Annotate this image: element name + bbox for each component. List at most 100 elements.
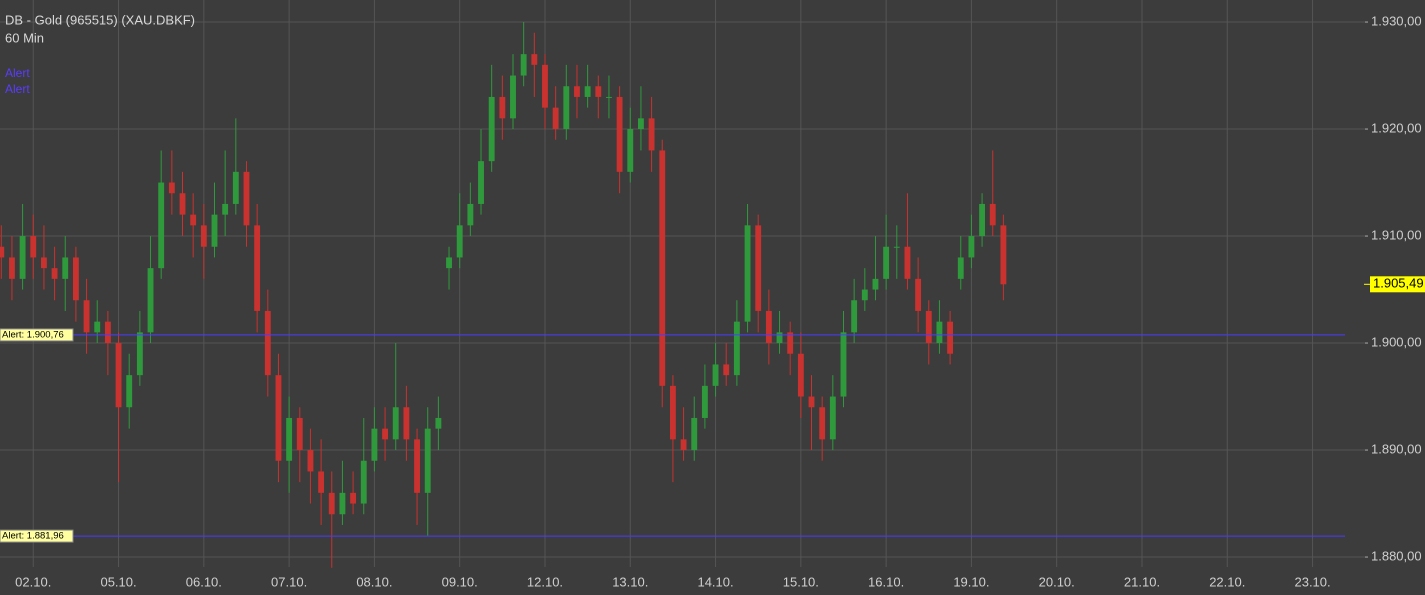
candle-body [83, 300, 90, 333]
candle-body [200, 225, 207, 247]
candle-body [211, 214, 218, 247]
candle-body [232, 171, 239, 204]
x-tick-label: 05.10. [100, 574, 136, 589]
x-tick-label: 16.10. [868, 574, 904, 589]
x-tick-label: 19.10. [953, 574, 989, 589]
candle-body [94, 321, 101, 333]
candle-body [275, 375, 282, 461]
candle-body [72, 257, 79, 301]
x-tick-label: 23.10. [1294, 574, 1330, 589]
candle-body [584, 86, 591, 97]
candle-body [840, 332, 847, 397]
x-tick-label: 14.10. [697, 574, 733, 589]
candle-body [371, 428, 378, 461]
candle-body [168, 182, 175, 194]
candle-body [339, 492, 346, 515]
candle-body [350, 492, 357, 504]
candle-body [435, 417, 442, 429]
candle-body [552, 107, 559, 130]
candle-body [360, 460, 367, 504]
x-tick-label: 12.10. [527, 574, 563, 589]
candle-body [542, 64, 548, 108]
candle-body [563, 86, 570, 130]
candle-body [648, 118, 655, 151]
candle-body [520, 54, 527, 76]
x-tick-label: 21.10. [1124, 574, 1160, 589]
x-tick-label: 20.10. [1039, 574, 1075, 589]
candle-body [989, 203, 996, 226]
candle-body [1000, 225, 1007, 285]
candle-body [286, 417, 293, 461]
alert-label: Alert: 1.900,76 [2, 329, 64, 340]
candle-body [414, 439, 420, 493]
candle-body [787, 332, 794, 354]
candle-body [616, 96, 623, 172]
candle-body [680, 439, 687, 451]
candle-body [947, 321, 954, 354]
x-tick-label: 02.10. [15, 574, 51, 589]
candle-body [51, 268, 58, 279]
candle-body [797, 353, 804, 397]
candle-body [755, 225, 762, 311]
candle-body [883, 246, 890, 279]
candle-body [904, 246, 911, 279]
y-tick-label: 1.910,00 [1371, 227, 1422, 242]
candle-body [595, 86, 602, 97]
candle-body [531, 54, 538, 65]
candle-body [307, 450, 314, 472]
candle-body [819, 407, 826, 440]
y-tick-label: 1.880,00 [1371, 548, 1422, 563]
candle-body [243, 171, 250, 226]
candle-body [957, 257, 964, 279]
candle-body [861, 289, 868, 301]
candle-body [446, 257, 452, 269]
candle-body [765, 310, 772, 344]
candle-body [179, 193, 186, 215]
candle-body [62, 257, 69, 279]
candle-body [733, 321, 740, 376]
x-tick-label: 13.10. [612, 574, 648, 589]
candle-body [296, 417, 303, 451]
candle-body [776, 332, 783, 344]
candle-body [328, 492, 335, 515]
candle-body [190, 214, 197, 226]
y-tick-label: 1.930,00 [1371, 13, 1422, 28]
candle-body [147, 268, 154, 333]
candle-body [478, 161, 484, 204]
candle-body [0, 246, 5, 258]
candle-body [403, 407, 410, 440]
candle-body [126, 375, 133, 408]
candle-body [829, 396, 836, 440]
x-tick-label: 06.10. [186, 574, 222, 589]
candle-body [669, 385, 676, 440]
candle-body [456, 225, 463, 258]
candle-body [264, 310, 271, 376]
candle-body [40, 257, 47, 269]
candle-body [115, 343, 122, 408]
y-tick-label: 1.890,00 [1371, 441, 1422, 456]
candle-body [382, 428, 389, 440]
candle-body [9, 257, 15, 279]
candle-body [659, 150, 666, 386]
candle-body [222, 203, 229, 215]
alert-label-box [0, 328, 74, 342]
candle-body [701, 385, 708, 418]
x-tick-label: 22.10. [1209, 574, 1245, 589]
candle-body [712, 364, 719, 386]
candle-body [627, 129, 634, 172]
candle-body [606, 96, 612, 98]
candle-body [872, 278, 879, 290]
candle-body [158, 182, 165, 269]
candle-body [510, 75, 516, 119]
x-tick-label: 09.10. [442, 574, 478, 589]
candle-body [723, 364, 730, 376]
chart-subtitle: 60 Min [5, 30, 44, 45]
y-tick-label: 1.900,00 [1371, 334, 1422, 349]
x-tick-label: 07.10. [271, 574, 307, 589]
candle-body [392, 407, 399, 440]
legend-entry: Alert [5, 66, 30, 80]
candle-body [19, 236, 26, 279]
candle-body [499, 96, 506, 119]
